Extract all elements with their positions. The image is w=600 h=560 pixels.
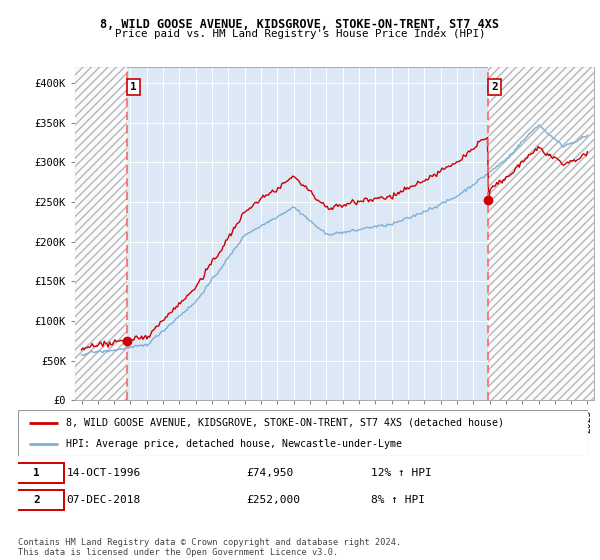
Bar: [488, 67, 594, 400]
Text: HPI: Average price, detached house, Newcastle-under-Lyme: HPI: Average price, detached house, Newc…: [67, 439, 403, 449]
Text: 14-OCT-1996: 14-OCT-1996: [67, 468, 140, 478]
Text: Contains HM Land Registry data © Crown copyright and database right 2024.
This d: Contains HM Land Registry data © Crown c…: [18, 538, 401, 557]
Text: 12% ↑ HPI: 12% ↑ HPI: [371, 468, 432, 478]
FancyBboxPatch shape: [10, 463, 64, 483]
Text: 8, WILD GOOSE AVENUE, KIDSGROVE, STOKE-ON-TRENT, ST7 4XS (detached house): 8, WILD GOOSE AVENUE, KIDSGROVE, STOKE-O…: [67, 418, 505, 428]
FancyBboxPatch shape: [18, 410, 588, 456]
Text: 2: 2: [491, 82, 498, 92]
Text: Price paid vs. HM Land Registry's House Price Index (HPI): Price paid vs. HM Land Registry's House …: [115, 29, 485, 39]
Text: 1: 1: [130, 82, 137, 92]
Text: 1: 1: [33, 468, 40, 478]
Text: £74,950: £74,950: [246, 468, 293, 478]
Text: £252,000: £252,000: [246, 496, 300, 505]
Text: 07-DEC-2018: 07-DEC-2018: [67, 496, 140, 505]
Text: 8, WILD GOOSE AVENUE, KIDSGROVE, STOKE-ON-TRENT, ST7 4XS: 8, WILD GOOSE AVENUE, KIDSGROVE, STOKE-O…: [101, 18, 499, 31]
Text: 8% ↑ HPI: 8% ↑ HPI: [371, 496, 425, 505]
Bar: [75, 67, 127, 400]
Text: 2: 2: [33, 496, 40, 505]
FancyBboxPatch shape: [10, 491, 64, 510]
